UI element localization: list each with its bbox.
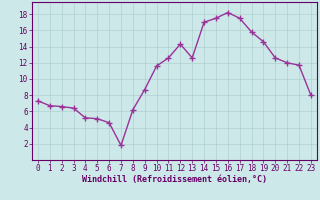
X-axis label: Windchill (Refroidissement éolien,°C): Windchill (Refroidissement éolien,°C) (82, 175, 267, 184)
